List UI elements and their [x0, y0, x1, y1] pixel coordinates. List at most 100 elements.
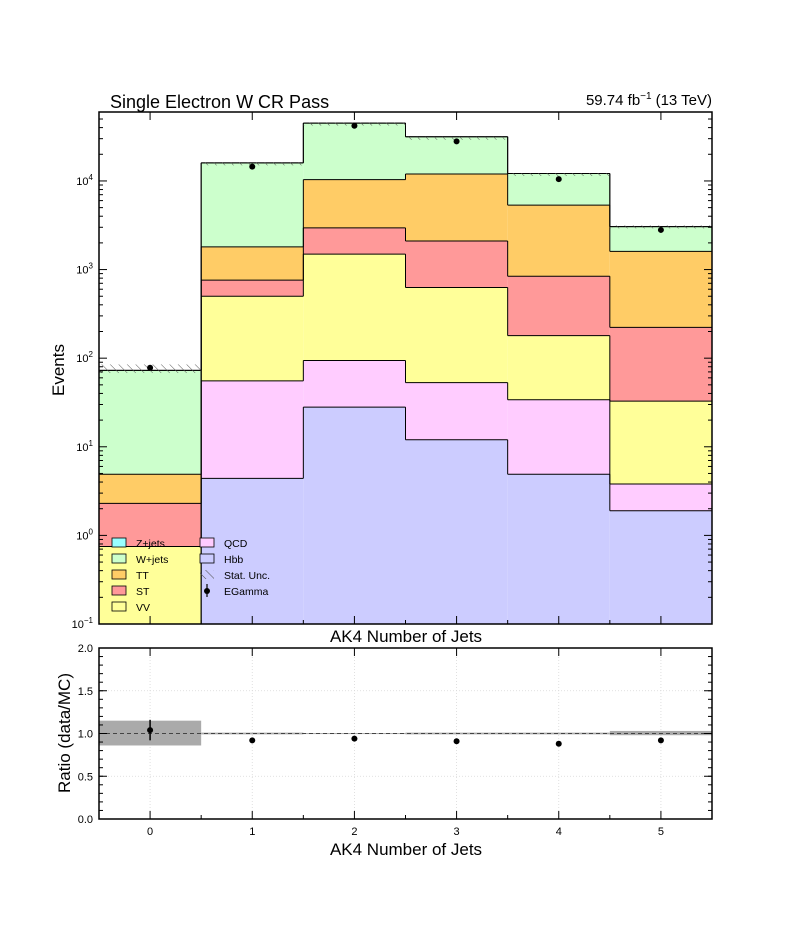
- main-y-tick-label: 103: [76, 262, 93, 277]
- bar-hbb-bin-5: [609, 510, 712, 624]
- ratio-y-axis-label: Ratio (data/MC): [55, 673, 74, 793]
- bar-qcd-bin-4: [507, 399, 610, 475]
- bar-st-bin-2: [303, 227, 406, 255]
- main-y-tick-exponent: 4: [89, 173, 94, 182]
- egamma-data-point-bin-5: [657, 226, 664, 233]
- legend-swatch-hbb: [199, 553, 215, 564]
- bar-hbb-bin-3: [405, 439, 508, 624]
- main-x-axis-label: AK4 Number of Jets: [330, 627, 482, 646]
- bar-vv-bin-4: [507, 335, 610, 400]
- main-y-tick-exponent: −1: [84, 616, 94, 625]
- luminosity-exponent: −1: [640, 91, 652, 102]
- ratio-plot-axes: 0.0 0.5 1.0 1.5 2.0 0 1 2 3 4 5: [78, 643, 713, 838]
- legend-label-egamma: EGamma: [224, 586, 269, 598]
- bar-vv-bin-2: [303, 254, 406, 361]
- bar-w-jets-bin-2: [303, 123, 406, 180]
- bar-vv-bin-3: [405, 287, 508, 383]
- legend-label-stat-unc-: Stat. Unc.: [224, 570, 270, 582]
- stat-unc-band-bin-5: [609, 225, 712, 229]
- bar-tt-bin-5: [609, 251, 712, 328]
- bar-tt-bin-0: [99, 474, 202, 504]
- bar-w-jets-bin-0: [99, 370, 202, 475]
- bar-tt-bin-4: [507, 205, 610, 277]
- legend-label-tt: TT: [136, 570, 149, 582]
- legend-swatch-z-jets: [111, 537, 127, 548]
- main-y-tick-exponent: 0: [89, 527, 94, 536]
- legend: Z+jets W+jets TT ST VV QCD Hbb Stat. Unc. EGamma: [111, 537, 270, 614]
- legend-swatch-st: [111, 585, 127, 596]
- main-y-tick-exponent: 3: [89, 262, 94, 271]
- ratio-data-point-bin-5: [657, 737, 664, 744]
- bar-st-bin-1: [201, 280, 304, 297]
- bar-tt-bin-1: [201, 246, 304, 281]
- main-y-tick-base: 10: [72, 619, 84, 631]
- bar-qcd-bin-1: [201, 380, 304, 479]
- main-y-tick-base: 10: [76, 353, 88, 365]
- ratio-x-axis-label: AK4 Number of Jets: [330, 840, 482, 859]
- legend-swatch-tt: [111, 569, 127, 580]
- ratio-plot-area: [99, 647, 712, 820]
- main-y-tick-label: 102: [76, 350, 93, 365]
- bar-hbb-bin-2: [303, 407, 406, 624]
- ratio-y-tick-label: 0.5: [78, 771, 93, 783]
- stat-unc-band-bin-4: [507, 172, 610, 176]
- bar-qcd-bin-5: [609, 484, 712, 511]
- bar-qcd-bin-3: [405, 382, 508, 440]
- legend-label-z-jets: Z+jets: [136, 538, 165, 550]
- bar-vv-bin-1: [201, 296, 304, 381]
- main-y-tick-exponent: 2: [89, 350, 94, 359]
- bar-st-bin-4: [507, 276, 610, 336]
- main-y-tick-label: 104: [76, 173, 93, 188]
- legend-swatch-stat-unc-: [200, 570, 214, 579]
- bar-tt-bin-3: [405, 173, 508, 242]
- luminosity-energy: (13 TeV): [656, 92, 712, 109]
- ratio-x-tick-label: 3: [454, 826, 460, 838]
- main-y-tick-base: 10: [76, 176, 88, 188]
- main-y-tick-exponent: 1: [89, 439, 94, 448]
- main-y-tick-label: 100: [76, 527, 93, 542]
- ratio-data-point-bin-4: [555, 740, 562, 747]
- ratio-data-point-bin-1: [249, 737, 256, 744]
- bar-st-bin-3: [405, 241, 508, 288]
- legend-label-st: ST: [136, 586, 150, 598]
- ratio-unc-band-bin-1: [201, 732, 304, 735]
- legend-swatch-vv: [111, 601, 127, 612]
- ratio-x-tick-label: 0: [147, 826, 153, 838]
- legend-label-qcd: QCD: [224, 538, 248, 550]
- egamma-data-point-bin-4: [555, 176, 562, 183]
- ratio-y-tick-label: 1.0: [78, 729, 93, 741]
- ratio-x-tick-label: 1: [249, 826, 255, 838]
- main-y-tick-base: 10: [76, 530, 88, 542]
- main-plot-area: [99, 122, 712, 624]
- bar-hbb-bin-4: [507, 474, 610, 624]
- ratio-x-tick-label: 2: [351, 826, 357, 838]
- bar-st-bin-5: [609, 327, 712, 402]
- ratio-data-point-bin-2: [351, 735, 358, 742]
- main-y-tick-base: 10: [76, 442, 88, 454]
- egamma-data-point-bin-3: [453, 138, 460, 145]
- ratio-unc-band-bin-4: [507, 732, 610, 735]
- chart-title: Single Electron W CR Pass: [110, 92, 329, 112]
- legend-label-hbb: Hbb: [224, 554, 243, 566]
- bar-qcd-bin-2: [303, 360, 406, 408]
- main-y-tick-label: 10−1: [72, 616, 94, 631]
- ratio-y-tick-label: 0.0: [78, 814, 93, 826]
- bar-hbb-bin-1: [201, 478, 304, 624]
- ratio-x-tick-label: 5: [658, 826, 664, 838]
- luminosity-label: 59.74 fb−1 (13 TeV): [586, 91, 712, 109]
- ratio-y-tick-label: 2.0: [78, 643, 93, 655]
- luminosity-value: 59.74 fb: [586, 92, 640, 109]
- egamma-data-point-bin-0: [147, 364, 154, 371]
- stat-unc-band-bin-3: [405, 136, 508, 140]
- ratio-data-point-bin-3: [453, 738, 460, 745]
- bar-w-jets-bin-1: [201, 162, 304, 247]
- bar-tt-bin-2: [303, 179, 406, 228]
- main-y-tick-base: 10: [76, 265, 88, 277]
- ratio-x-tick-label: 4: [556, 826, 562, 838]
- ratio-data-point-bin-0: [147, 727, 154, 734]
- main-y-tick-label: 101: [76, 439, 93, 454]
- legend-swatch-qcd: [199, 537, 215, 548]
- legend-label-w-jets: W+jets: [136, 554, 168, 566]
